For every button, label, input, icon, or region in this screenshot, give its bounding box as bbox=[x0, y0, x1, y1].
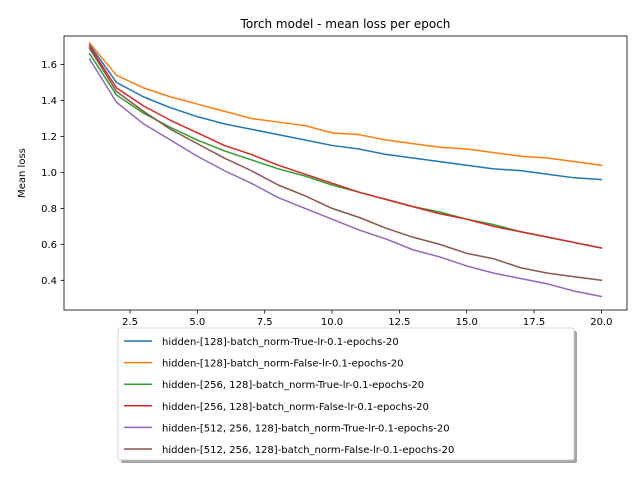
legend-label-6: hidden-[512, 256, 128]-batch_norm-False-… bbox=[162, 445, 454, 456]
x-tick-label: 15.0 bbox=[456, 317, 478, 328]
y-axis: 0.4 0.6 0.8 1.0 1.2 1.4 1.6 bbox=[41, 60, 64, 287]
chart-title: Torch model - mean loss per epoch bbox=[240, 17, 451, 31]
legend-label-2: hidden-[128]-batch_norm-False-lr-0.1-epo… bbox=[162, 359, 403, 370]
series-line-2 bbox=[88, 41, 603, 167]
series-line-6 bbox=[88, 47, 603, 282]
y-tick-label: 1.4 bbox=[41, 96, 57, 107]
x-axis: 2.5 5.0 7.5 10.0 12.5 15.0 17.5 20.0 bbox=[122, 310, 613, 328]
legend-box bbox=[117, 327, 575, 461]
series-line-4 bbox=[88, 45, 603, 249]
series-line-5 bbox=[88, 58, 603, 298]
y-tick-label: 0.4 bbox=[41, 276, 57, 287]
legend-label-1: hidden-[128]-batch_norm-True-lr-0.1-epoc… bbox=[162, 337, 399, 348]
x-tick-label: 5.0 bbox=[189, 317, 205, 328]
x-tick-label: 10.0 bbox=[321, 317, 343, 328]
y-tick-label: 0.8 bbox=[41, 204, 57, 215]
legend-label-5: hidden-[512, 256, 128]-batch_norm-True-l… bbox=[162, 423, 450, 434]
plot-frame bbox=[63, 35, 628, 311]
x-tick-label: 17.5 bbox=[523, 317, 545, 328]
legend: hidden-[128]-batch_norm-True-lr-0.1-epoc… bbox=[117, 327, 577, 463]
x-tick-label: 12.5 bbox=[388, 317, 410, 328]
x-tick-label: 2.5 bbox=[122, 317, 138, 328]
y-tick-label: 1.0 bbox=[41, 168, 57, 179]
y-tick-label: 0.6 bbox=[41, 240, 57, 251]
plot-area bbox=[63, 35, 628, 311]
x-tick-label: 7.5 bbox=[257, 317, 273, 328]
series-line-3 bbox=[88, 52, 603, 249]
series-line-1 bbox=[88, 43, 603, 181]
x-tick-label: 20.0 bbox=[590, 317, 612, 328]
legend-label-3: hidden-[256, 128]-batch_norm-True-lr-0.1… bbox=[162, 380, 424, 391]
y-tick-label: 1.6 bbox=[41, 60, 57, 71]
y-tick-label: 1.2 bbox=[41, 132, 57, 143]
y-axis-label: Mean loss bbox=[17, 148, 28, 198]
legend-label-4: hidden-[256, 128]-batch_norm-False-lr-0.… bbox=[162, 402, 429, 413]
